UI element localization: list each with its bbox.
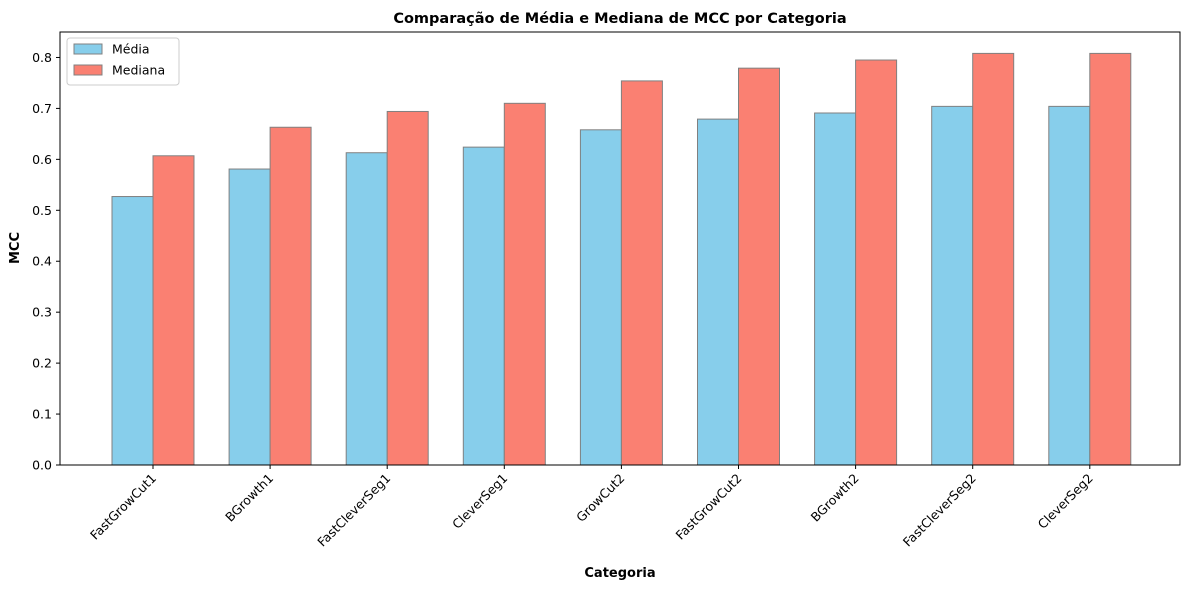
x-tick-label: FastCleverSeg1 [314, 471, 393, 550]
bar-media-FastGrowCut2 [697, 118, 739, 466]
x-tick-label: CleverSeg2 [1035, 471, 1096, 532]
y-tick-label: 0.6 [32, 152, 52, 167]
bar-media-FastCleverSeg2 [931, 105, 974, 466]
x-tick-label: BGrowth2 [808, 471, 862, 525]
bar-mediana-FastGrowCut1 [152, 155, 195, 466]
x-tick-label: BGrowth1 [222, 471, 276, 525]
bar-mediana-CleverSeg1 [503, 102, 546, 466]
bar-media-FastGrowCut1 [111, 196, 154, 466]
bar-mediana-FastCleverSeg2 [972, 52, 1015, 466]
bar-mediana-FastGrowCut2 [738, 67, 780, 466]
x-tick-label: GrowCut2 [573, 471, 627, 525]
y-tick-label: 0.0 [32, 458, 52, 473]
x-tick-label: FastCleverSeg2 [900, 471, 979, 550]
y-tick-label: 0.7 [32, 101, 52, 116]
y-tick-label: 0.3 [32, 305, 52, 320]
bar-mediana-FastCleverSeg1 [386, 110, 429, 466]
legend-label-media: Média [112, 42, 150, 57]
bar-mediana-BGrowth2 [855, 59, 898, 466]
legend-swatch-mediana [73, 64, 103, 76]
bar-mediana-CleverSeg2 [1089, 52, 1132, 466]
plot-frame [59, 31, 1181, 466]
y-tick-label: 0.2 [32, 356, 52, 371]
bar-media-BGrowth2 [814, 112, 857, 466]
bar-media-CleverSeg2 [1048, 105, 1091, 466]
bar-mediana-BGrowth1 [269, 126, 312, 466]
legend-label-mediana: Mediana [112, 63, 165, 78]
y-tick-label: 0.8 [32, 50, 52, 65]
x-tick-label: CleverSeg1 [449, 471, 510, 532]
x-tick-label: FastGrowCut1 [87, 471, 159, 543]
y-tick-label: 0.4 [32, 254, 52, 269]
bar-media-BGrowth1 [228, 168, 271, 466]
bars-layer [111, 52, 1132, 466]
x-tick-label: FastGrowCut2 [672, 471, 744, 543]
y-axis-label: MCC [8, 232, 23, 264]
bar-media-CleverSeg1 [462, 146, 505, 466]
bar-media-FastCleverSeg1 [345, 152, 388, 466]
bar-mediana-GrowCut2 [620, 80, 663, 466]
legend: Média Mediana [66, 37, 180, 86]
x-axis-label: Categoria [584, 566, 655, 581]
chart-title: Comparação de Média e Mediana de MCC por… [393, 11, 846, 27]
y-tick-label: 0.1 [32, 407, 52, 422]
y-tick-label: 0.5 [32, 203, 52, 218]
legend-swatch-media [73, 43, 103, 55]
bar-media-GrowCut2 [579, 129, 622, 466]
